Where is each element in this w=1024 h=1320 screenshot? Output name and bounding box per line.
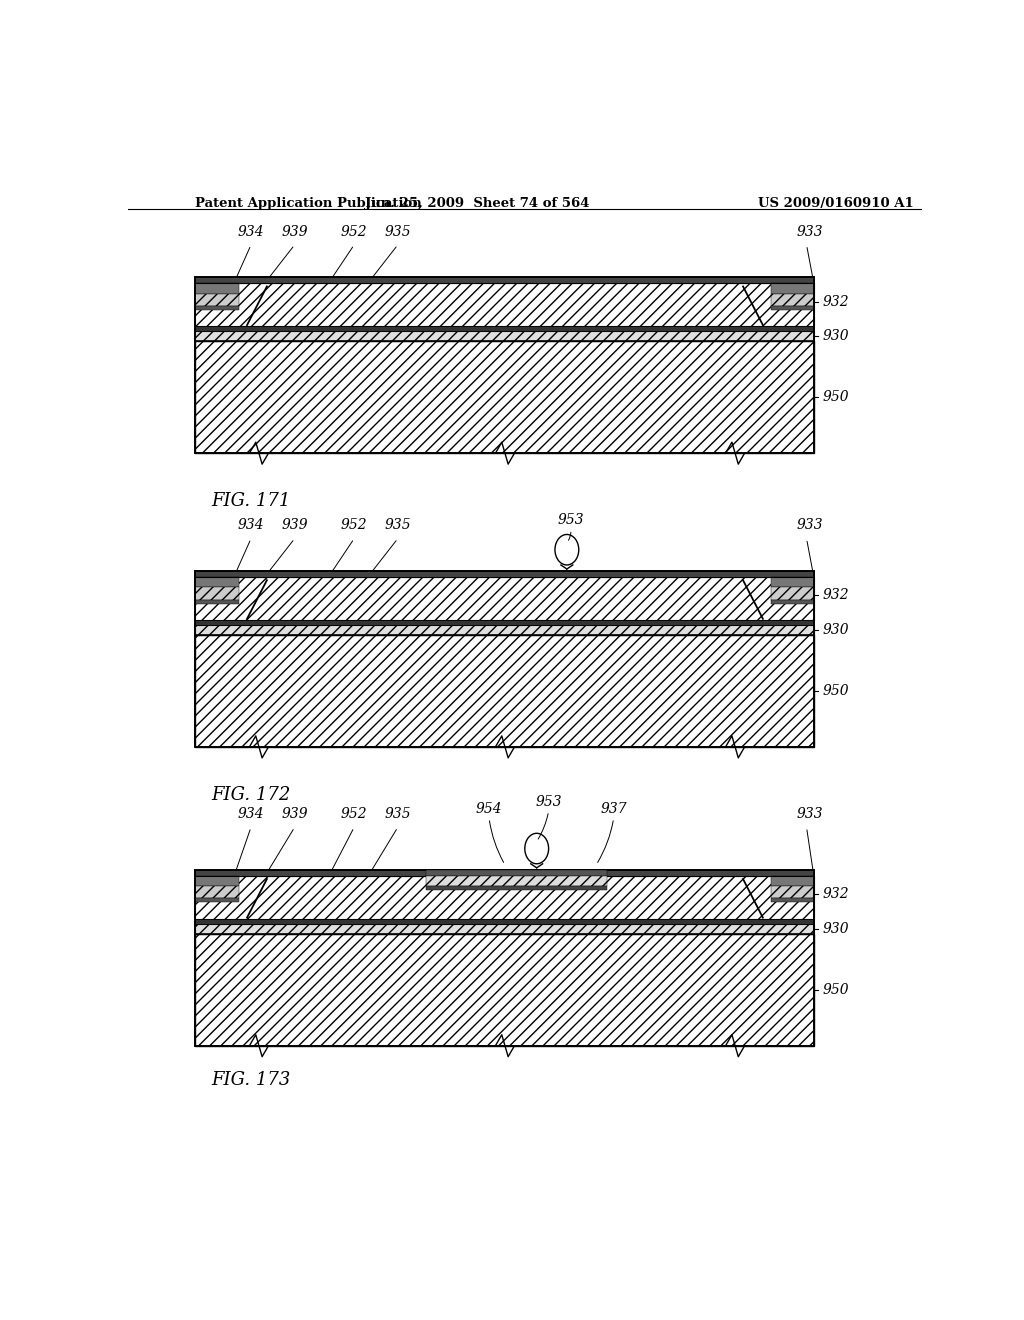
- Text: 950: 950: [822, 983, 849, 997]
- Text: 934: 934: [238, 807, 264, 821]
- Text: FIG. 172: FIG. 172: [211, 785, 291, 804]
- Bar: [196, 870, 814, 1045]
- Bar: [771, 293, 814, 306]
- Bar: [196, 599, 240, 603]
- Bar: [771, 899, 814, 903]
- Bar: [771, 599, 814, 603]
- Text: 930: 930: [822, 623, 849, 638]
- Bar: [196, 342, 814, 453]
- Text: 952: 952: [341, 224, 368, 239]
- Text: 939: 939: [282, 224, 308, 239]
- Text: 939: 939: [282, 519, 308, 532]
- Text: 930: 930: [822, 329, 849, 343]
- Text: 952: 952: [341, 519, 368, 532]
- Bar: [196, 577, 814, 620]
- Text: 932: 932: [822, 589, 849, 602]
- Bar: [196, 277, 814, 284]
- Text: 939: 939: [282, 807, 308, 821]
- Bar: [196, 620, 814, 624]
- Text: 950: 950: [822, 684, 849, 698]
- Text: US 2009/0160910 A1: US 2009/0160910 A1: [758, 197, 913, 210]
- Bar: [196, 635, 814, 747]
- Text: 930: 930: [822, 921, 849, 936]
- Bar: [196, 886, 240, 899]
- Text: 934: 934: [238, 519, 264, 532]
- Bar: [771, 284, 814, 293]
- Bar: [196, 572, 814, 577]
- Bar: [196, 899, 240, 903]
- Bar: [196, 870, 814, 876]
- Text: 953: 953: [536, 795, 562, 809]
- Text: 954: 954: [476, 803, 503, 816]
- Text: 935: 935: [384, 807, 412, 821]
- Bar: [196, 277, 814, 453]
- Text: 937: 937: [600, 803, 627, 816]
- Bar: [196, 577, 240, 587]
- Text: 932: 932: [822, 294, 849, 309]
- Bar: [196, 306, 240, 310]
- Text: FIG. 173: FIG. 173: [211, 1071, 291, 1089]
- Text: 934: 934: [238, 224, 264, 239]
- Bar: [771, 306, 814, 310]
- Bar: [196, 624, 814, 635]
- Text: FIG. 171: FIG. 171: [211, 492, 291, 510]
- Bar: [426, 886, 607, 890]
- Bar: [196, 876, 814, 919]
- Bar: [196, 293, 240, 306]
- Bar: [771, 587, 814, 599]
- Text: 933: 933: [797, 807, 823, 821]
- Text: 952: 952: [341, 807, 368, 821]
- Bar: [196, 284, 814, 326]
- Bar: [196, 919, 814, 924]
- Bar: [196, 326, 814, 331]
- Bar: [196, 924, 814, 935]
- Bar: [196, 331, 814, 342]
- Bar: [196, 284, 240, 293]
- Bar: [426, 870, 607, 876]
- Text: 933: 933: [797, 224, 823, 239]
- Bar: [196, 572, 814, 747]
- Text: 932: 932: [822, 887, 849, 902]
- Bar: [196, 935, 814, 1045]
- Text: Jun. 25, 2009  Sheet 74 of 564: Jun. 25, 2009 Sheet 74 of 564: [365, 197, 590, 210]
- Text: 935: 935: [384, 224, 412, 239]
- Bar: [771, 886, 814, 899]
- Bar: [771, 577, 814, 587]
- Text: 950: 950: [822, 391, 849, 404]
- Text: 933: 933: [797, 519, 823, 532]
- Text: 935: 935: [384, 519, 412, 532]
- Text: 953: 953: [557, 513, 584, 528]
- Bar: [196, 876, 240, 886]
- Bar: [771, 876, 814, 886]
- Text: Patent Application Publication: Patent Application Publication: [196, 197, 422, 210]
- Bar: [196, 587, 240, 599]
- Bar: [426, 876, 607, 886]
